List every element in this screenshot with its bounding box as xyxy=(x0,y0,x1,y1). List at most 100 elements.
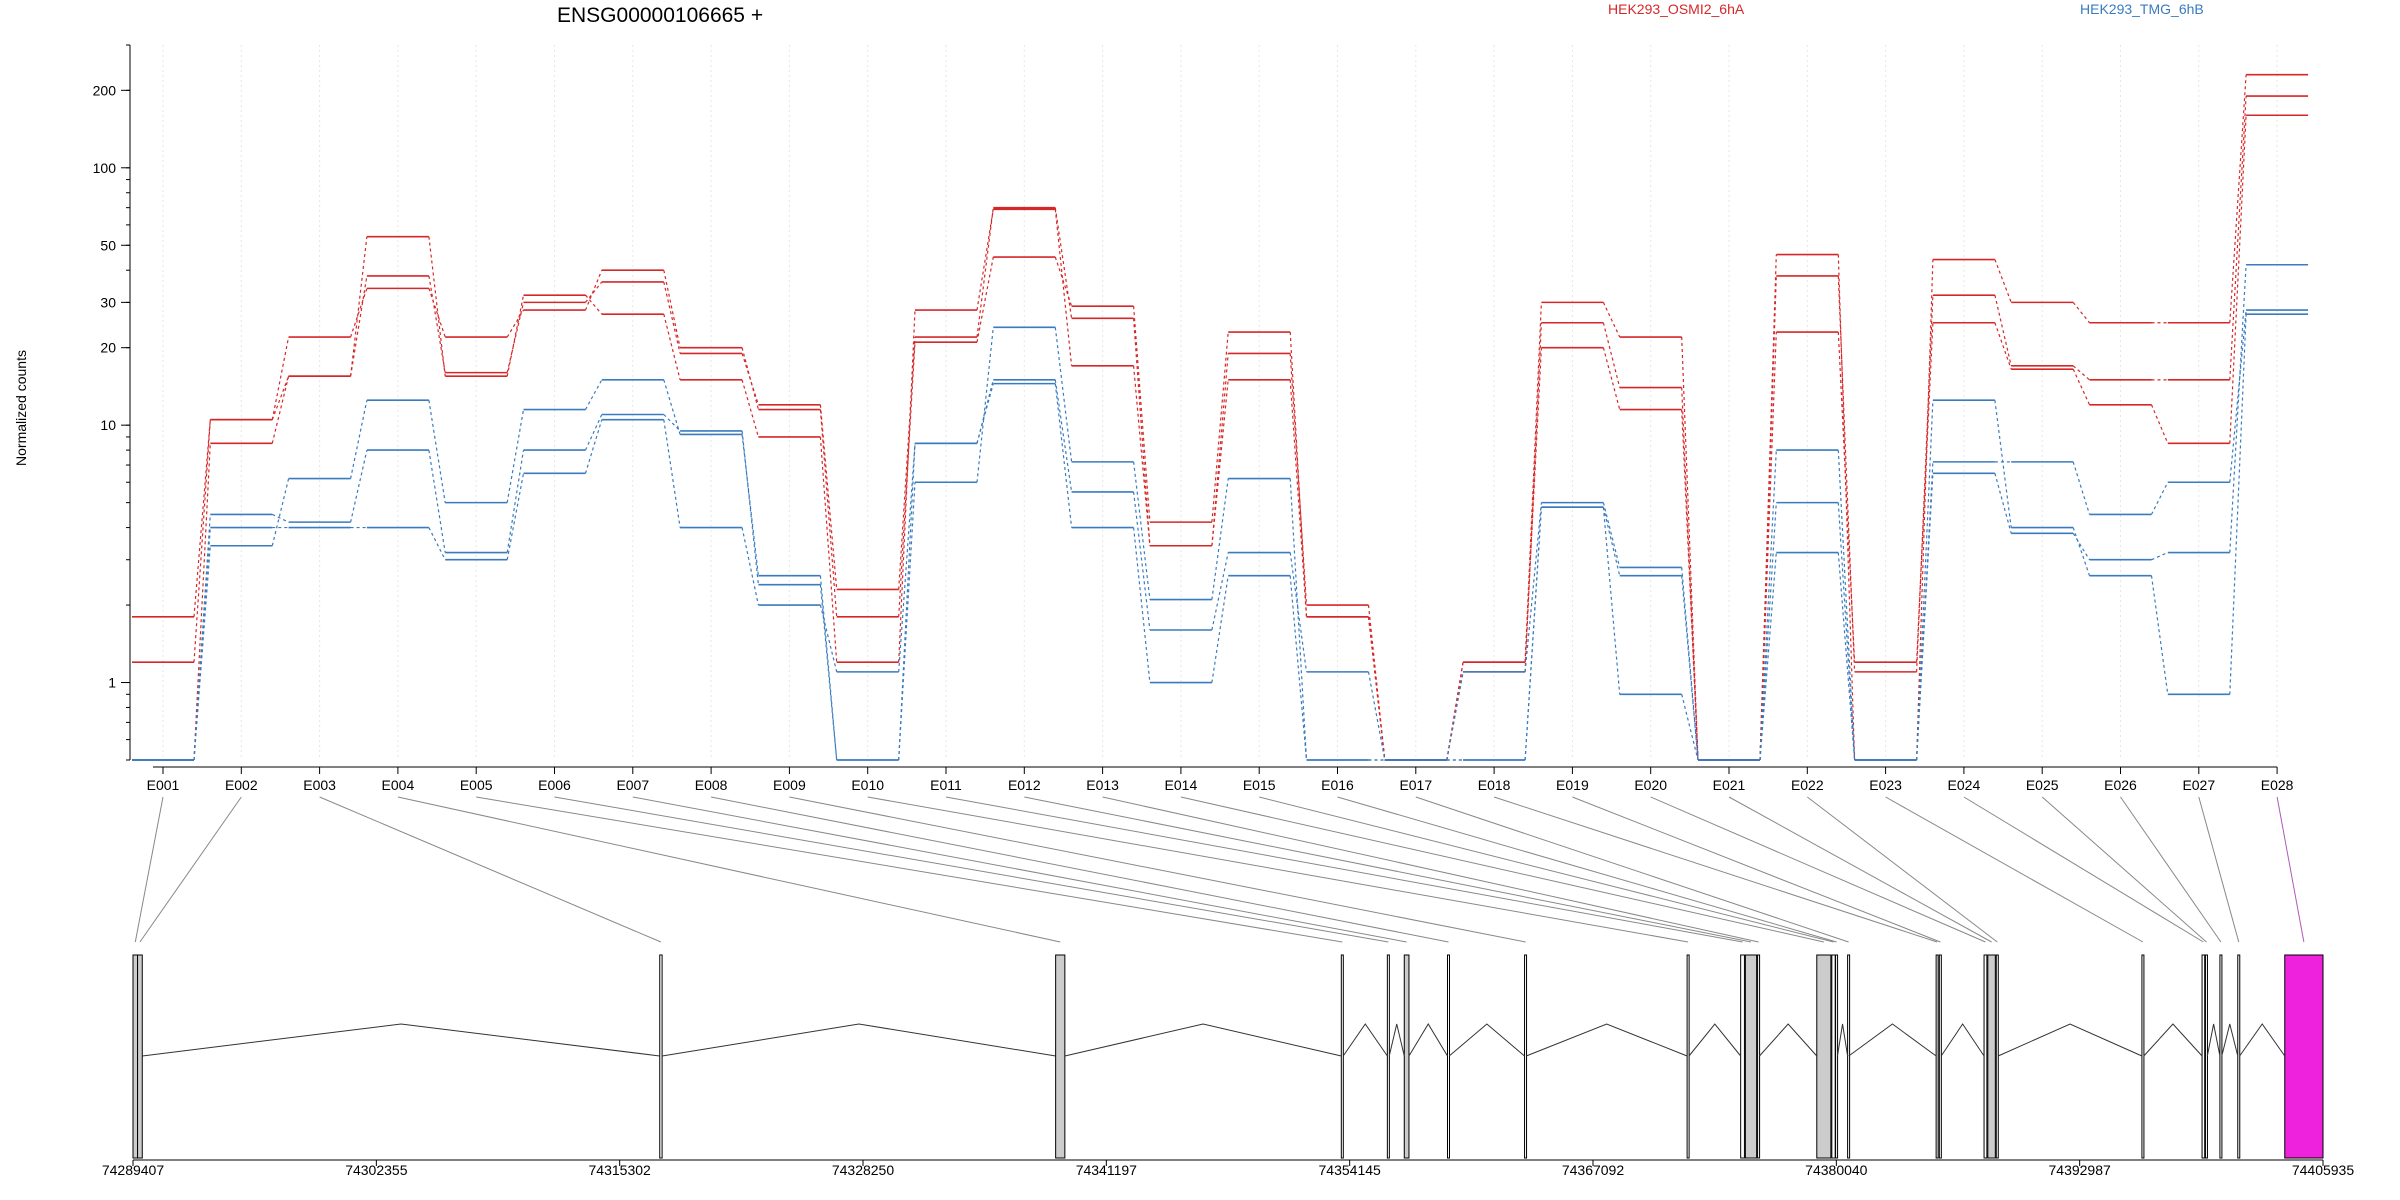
x-tick-label: E017 xyxy=(1399,777,1432,793)
series-connector xyxy=(1837,502,1856,761)
series-connector xyxy=(2072,301,2090,324)
exon-box xyxy=(1847,954,1851,1159)
series-connector xyxy=(1211,575,1229,683)
series-connector xyxy=(1289,478,1308,761)
x-tick-label: E025 xyxy=(2026,777,2059,793)
series-connector xyxy=(819,575,838,761)
series-connector xyxy=(976,383,994,444)
series-connector xyxy=(350,275,368,377)
series-connector xyxy=(1054,209,1073,366)
series-connector xyxy=(1211,552,1229,631)
series-connector xyxy=(193,419,211,663)
exon-connector xyxy=(1102,796,1759,943)
intron-line xyxy=(2206,1023,2221,1057)
intron-line xyxy=(142,1023,660,1057)
coord-tick-label: 74405935 xyxy=(2292,1162,2355,1178)
series-connector xyxy=(193,443,211,761)
exon-box xyxy=(1446,954,1450,1159)
series-connector xyxy=(1994,259,2012,303)
series-connector xyxy=(1759,450,1777,761)
series-connector xyxy=(1133,461,1151,600)
exon-connector xyxy=(1650,796,1986,943)
x-tick-label: E008 xyxy=(695,777,728,793)
series-hek293_osmi2_6ha-0 xyxy=(132,95,2309,761)
exon-connector xyxy=(945,796,1743,943)
series-connector xyxy=(1367,604,1386,761)
series-connector xyxy=(1837,275,1856,672)
series-connector xyxy=(428,288,446,338)
coord-tick-label: 74302355 xyxy=(345,1162,408,1178)
series-connector xyxy=(1367,671,1386,761)
legend-entry-osmi2: HEK293_OSMI2_6hA xyxy=(1608,1,1745,17)
series-connector xyxy=(1367,616,1386,761)
exon-box xyxy=(2204,954,2208,1159)
series-connector xyxy=(1054,207,1073,319)
x-tick-label: E019 xyxy=(1556,777,1589,793)
exon-connector xyxy=(2198,796,2240,943)
series-connector xyxy=(350,400,368,479)
exon-connector xyxy=(554,796,1389,943)
x-tick-label: E003 xyxy=(303,777,336,793)
exon-box xyxy=(1055,954,1066,1159)
y-axis: 1 10 20 30 50 100 200 xyxy=(93,44,131,761)
series-connector xyxy=(1133,365,1151,546)
series-connector xyxy=(1759,332,1777,761)
exon-box xyxy=(1403,954,1410,1159)
series-connector xyxy=(1994,400,2012,528)
intron-line xyxy=(1759,1023,1818,1057)
y-tick-label: 100 xyxy=(93,160,117,176)
exon-connector xyxy=(319,796,662,943)
series-connector xyxy=(1133,491,1151,631)
exon-connector xyxy=(1337,796,1837,943)
exon-box xyxy=(1816,954,1832,1159)
series-hek293_osmi2_6ha-2 xyxy=(132,114,2309,761)
intron-line xyxy=(1688,1023,1742,1057)
series-connector xyxy=(1916,322,1934,663)
series-connector xyxy=(1054,379,1073,493)
series-connector xyxy=(428,275,446,373)
x-tick-label: E004 xyxy=(382,777,415,793)
series-connector xyxy=(976,207,994,338)
intron-line xyxy=(1448,1023,1525,1057)
series-connector xyxy=(1289,575,1308,761)
series-connector xyxy=(1446,662,1464,761)
series-connector xyxy=(2229,96,2247,380)
series-connector xyxy=(663,414,681,432)
exon-box xyxy=(1987,954,1996,1159)
series-connector xyxy=(1681,337,1699,761)
series-connector xyxy=(1524,507,1542,761)
series-connector xyxy=(1211,332,1229,523)
exon-box xyxy=(2219,954,2223,1159)
series-connector xyxy=(585,294,603,315)
series-connector xyxy=(506,473,525,560)
y-tick-label: 30 xyxy=(100,294,116,310)
exon-connector xyxy=(1806,796,1998,943)
exon-connector xyxy=(1963,796,2204,943)
series-connector xyxy=(663,379,681,435)
series-connector xyxy=(663,281,681,354)
x-tick-label: E016 xyxy=(1321,777,1354,793)
series-connector xyxy=(1133,318,1151,546)
exon-connector xyxy=(1493,796,1938,943)
genomic-coordinate-axis: 74289407 74302355 74315302 74328250 74341197… xyxy=(102,1159,2355,1178)
exon-box xyxy=(2201,954,2206,1159)
series-connector xyxy=(1602,302,1621,338)
series-connector xyxy=(898,310,916,663)
series-connector xyxy=(193,514,211,761)
intron-line xyxy=(1997,1023,2143,1057)
x-tick-label: E002 xyxy=(225,777,258,793)
series-connector xyxy=(1289,353,1308,606)
series-connector xyxy=(1524,502,1542,672)
exon-box xyxy=(132,954,139,1159)
exon-connector xyxy=(632,796,1407,943)
x-tick-label: E023 xyxy=(1869,777,1902,793)
series-connector xyxy=(271,376,290,444)
series-connector xyxy=(2072,532,2091,561)
intron-line xyxy=(1064,1023,1342,1057)
exon-connector xyxy=(139,796,242,943)
coord-tick-label: 74289407 xyxy=(102,1162,165,1178)
exon-box xyxy=(659,954,663,1159)
y-tick-label: 10 xyxy=(100,417,116,433)
series-connector xyxy=(272,513,289,523)
series-connector xyxy=(1054,383,1073,528)
